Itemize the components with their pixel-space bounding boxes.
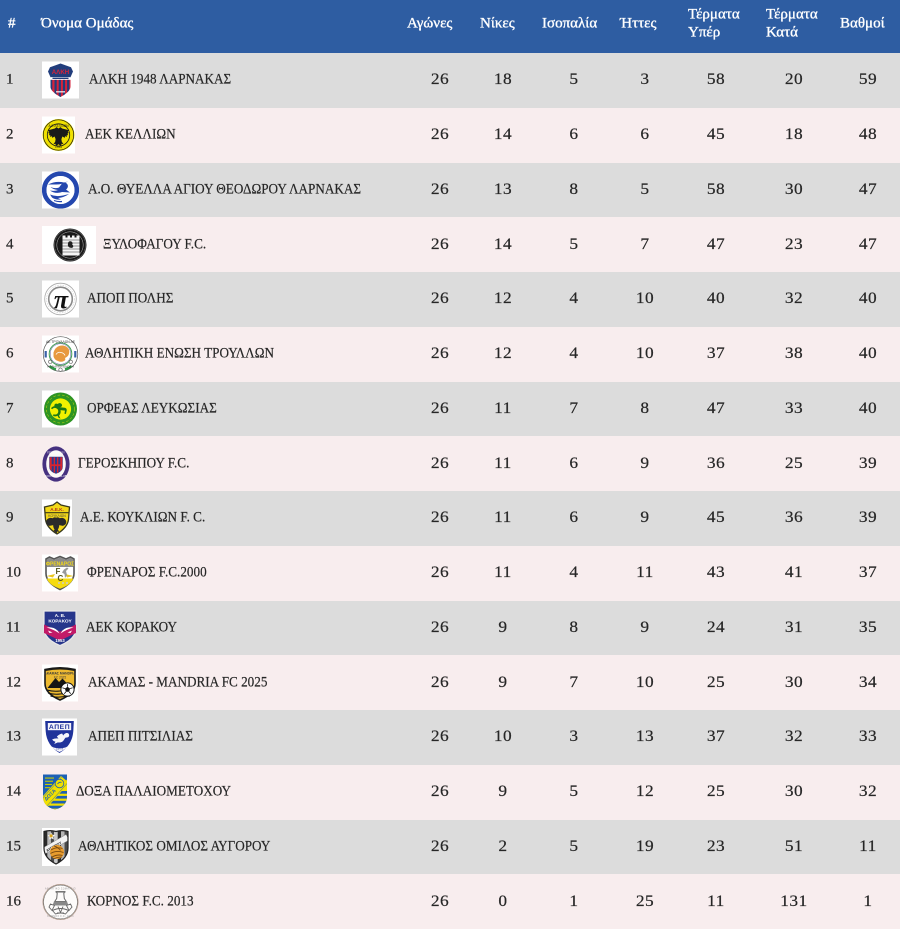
svg-text:ΦΡΕΝΑΡΟΣ: ΦΡΕΝΑΡΟΣ <box>46 562 74 568</box>
svg-text:C: C <box>58 574 64 583</box>
svg-text:FC 2025: FC 2025 <box>54 675 66 679</box>
svg-text:ΑΛΚΗ: ΑΛΚΗ <box>52 69 70 76</box>
svg-text:ΑΘΛΗΤΙΚΗ ΕΝΩΣΗ: ΑΘΛΗΤΙΚΗ ΕΝΩΣΗ <box>47 365 74 369</box>
svg-text:ΓΕΡΟΣΚΗΠΟΥ: ΓΕΡΟΣΚΗΠΟΥ <box>47 450 65 454</box>
svg-text:ΑΚΑΜΑΣ ΜΑΝDΡΙΑ: ΑΚΑΜΑΣ ΜΑΝDΡΙΑ <box>44 671 76 675</box>
svg-text:FOOTBALL CLUB: FOOTBALL CLUB <box>45 474 66 478</box>
svg-text:Α.Ε.Κ.: Α.Ε.Κ. <box>50 507 64 512</box>
svg-text:ΑΘΛΗΤΙΚΟ ΣΩΜΑΤΕΙΟ: ΑΘΛΗΤΙΚΟ ΣΩΜΑΤΕΙΟ <box>45 887 76 890</box>
svg-text:1953: 1953 <box>55 638 65 643</box>
svg-text:1935: 1935 <box>55 145 62 149</box>
svg-text:F: F <box>56 567 61 576</box>
svg-text:ΚΟΥΚΛΙΩΝ: ΚΟΥΚΛΙΩΝ <box>48 514 66 518</box>
svg-text:Α. Β.: Α. Β. <box>55 613 65 618</box>
svg-text:1979: 1979 <box>56 747 63 751</box>
svg-text:ΑΠΕΠ: ΑΠΕΠ <box>49 725 70 732</box>
svg-text:ΚΟΡΝΟΣ F.C. 2013: ΚΟΡΝΟΣ F.C. 2013 <box>47 916 74 918</box>
svg-text:ΑΕ ΤΡΟΥΛΛΩΝ ΑΕ: ΑΕ ΤΡΟΥΛΛΩΝ ΑΕ <box>46 340 76 344</box>
svg-text:ΚΟΡΑΚΟΥ: ΚΟΡΑΚΟΥ <box>48 618 72 624</box>
svg-text:π: π <box>54 285 69 314</box>
svg-text:Α.Ε.ΚΕΛΛΙΩΝ: Α.Ε.ΚΕΛΛΙΩΝ <box>48 124 69 128</box>
